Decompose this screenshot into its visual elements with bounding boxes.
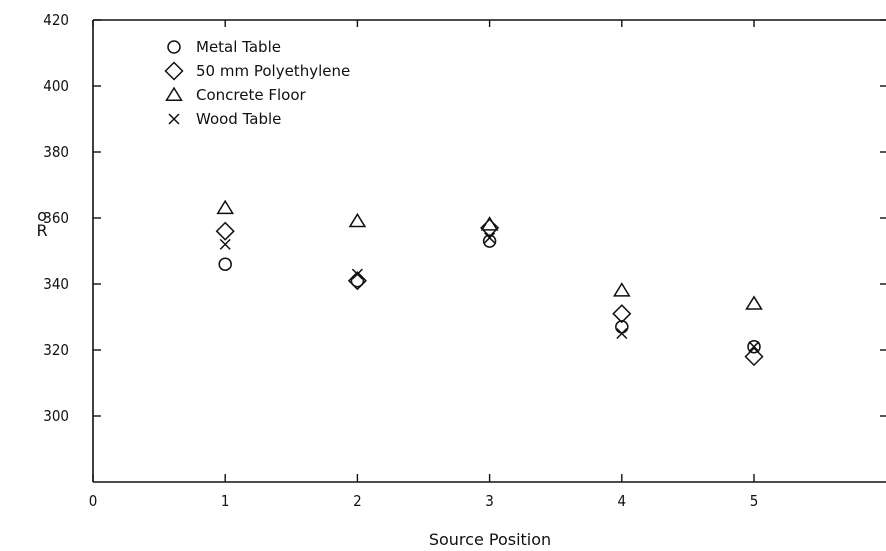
- legend-label: Concrete Floor: [196, 86, 306, 104]
- y-tick-label: 340: [43, 275, 69, 293]
- y-axis-label: R: [36, 221, 47, 240]
- tick-labels: 300 320 340 360 380 400 420 0 1 2 3 4 5: [43, 11, 758, 510]
- y-tick-label: 360: [43, 209, 69, 227]
- data-point-x: [219, 238, 231, 250]
- x-tick-label: 5: [750, 492, 759, 510]
- axis-ticks: [92, 19, 886, 482]
- x-tick-label: 0: [89, 492, 98, 510]
- legend-marker-triangle: [165, 86, 183, 101]
- y-tick-label: 300: [43, 407, 69, 425]
- y-tick-label: 320: [43, 341, 69, 359]
- x-tick-label: 2: [353, 492, 362, 510]
- data-point-diamond: [480, 218, 500, 238]
- legend-label: 50 mm Polyethylene: [196, 62, 350, 80]
- y-tick-label: 380: [43, 143, 69, 161]
- data-points: [215, 199, 764, 367]
- y-tick-label: 400: [43, 77, 69, 95]
- x-tick-label: 3: [485, 492, 494, 510]
- data-point-circle: [482, 234, 497, 248]
- data-point-diamond: [215, 221, 235, 241]
- legend-marker-diamond: [164, 61, 184, 81]
- legend-label: Wood Table: [196, 110, 281, 128]
- data-point-triangle: [216, 199, 235, 215]
- data-point-triangle: [612, 282, 631, 297]
- data-point-triangle: [745, 295, 763, 310]
- data-point-diamond: [744, 347, 764, 367]
- data-point-x: [748, 341, 760, 353]
- y-axis-label-group: o R: [36, 206, 47, 240]
- data-point-circle: [218, 257, 232, 271]
- data-point-x: [351, 268, 363, 280]
- legend-marker-x: [168, 113, 180, 125]
- data-point-triangle: [348, 212, 367, 228]
- data-point-x: [484, 232, 496, 244]
- x-tick-label: 1: [221, 492, 230, 510]
- data-point-diamond: [612, 304, 632, 324]
- y-tick-label: 420: [43, 11, 69, 29]
- x-tick-label: 4: [618, 492, 627, 510]
- legend-marker-circle: [167, 40, 181, 54]
- data-point-circle: [747, 339, 761, 354]
- legend: Metal Table 50 mm Polyethylene Concrete Fl…: [164, 38, 350, 128]
- data-point-x: [616, 327, 628, 340]
- data-point-triangle: [480, 216, 499, 231]
- legend-label: Metal Table: [196, 38, 281, 56]
- data-point-diamond: [347, 271, 367, 291]
- y-axis-label-mark: o: [37, 206, 47, 225]
- x-axis-label: Source Position: [429, 530, 551, 549]
